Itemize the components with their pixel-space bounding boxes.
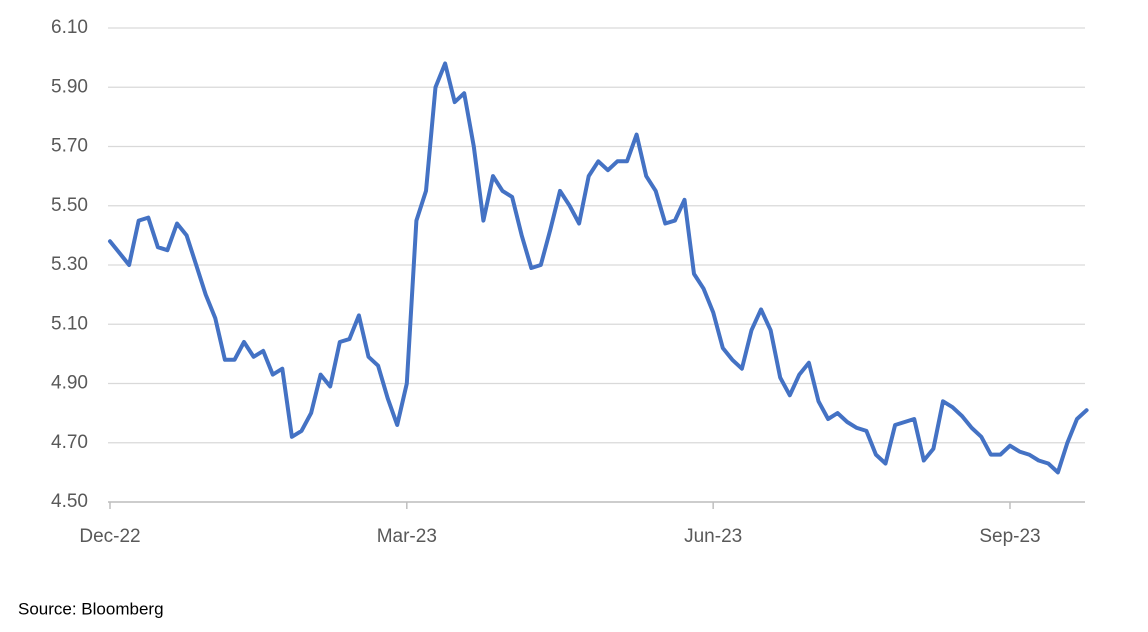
x-tick-label: Mar-23 (377, 526, 437, 547)
source-note: Source: Bloomberg (18, 599, 164, 618)
y-tick-label: 4.90 (51, 373, 88, 394)
line-series (108, 61, 1089, 475)
x-tick-label: Jun-23 (684, 526, 742, 547)
y-tick-label: 5.70 (51, 136, 88, 157)
y-tick-label: 5.30 (51, 254, 88, 275)
y-tick-label: 6.10 (51, 17, 88, 38)
y-tick-label: 5.50 (51, 195, 88, 216)
x-tick-label: Dec-22 (79, 526, 140, 547)
y-tick-label: 4.50 (51, 491, 88, 512)
y-tick-label: 5.90 (51, 76, 88, 97)
x-tick-label: Sep-23 (979, 526, 1040, 547)
y-tick-label: 4.70 (51, 432, 88, 453)
y-tick-label: 5.10 (51, 313, 88, 334)
